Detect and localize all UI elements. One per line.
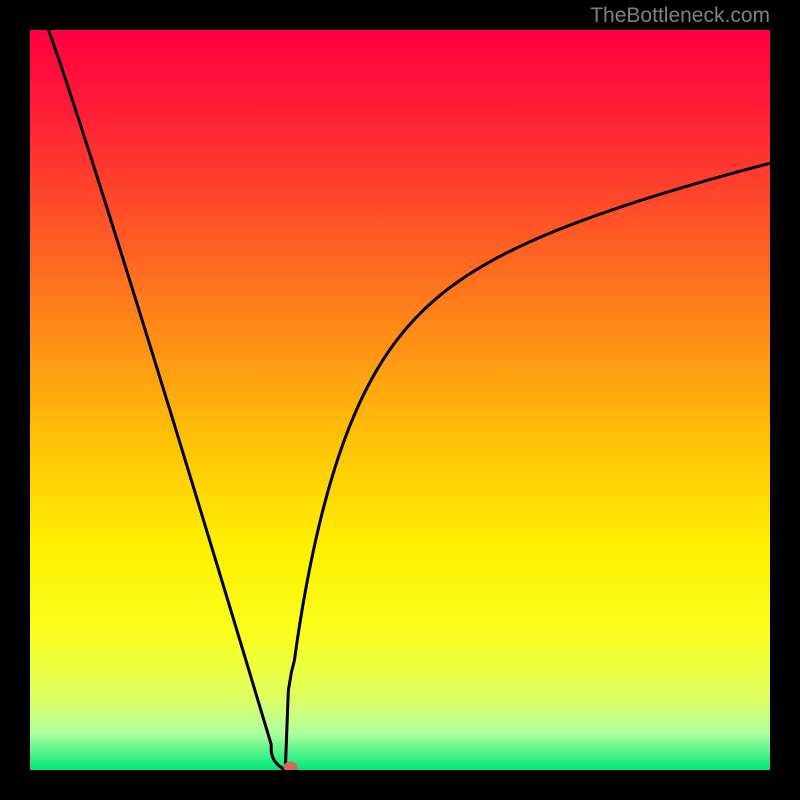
bottleneck-chart: [0, 0, 800, 800]
chart-container: TheBottleneck.com: [0, 0, 800, 800]
watermark-text: TheBottleneck.com: [590, 4, 770, 28]
